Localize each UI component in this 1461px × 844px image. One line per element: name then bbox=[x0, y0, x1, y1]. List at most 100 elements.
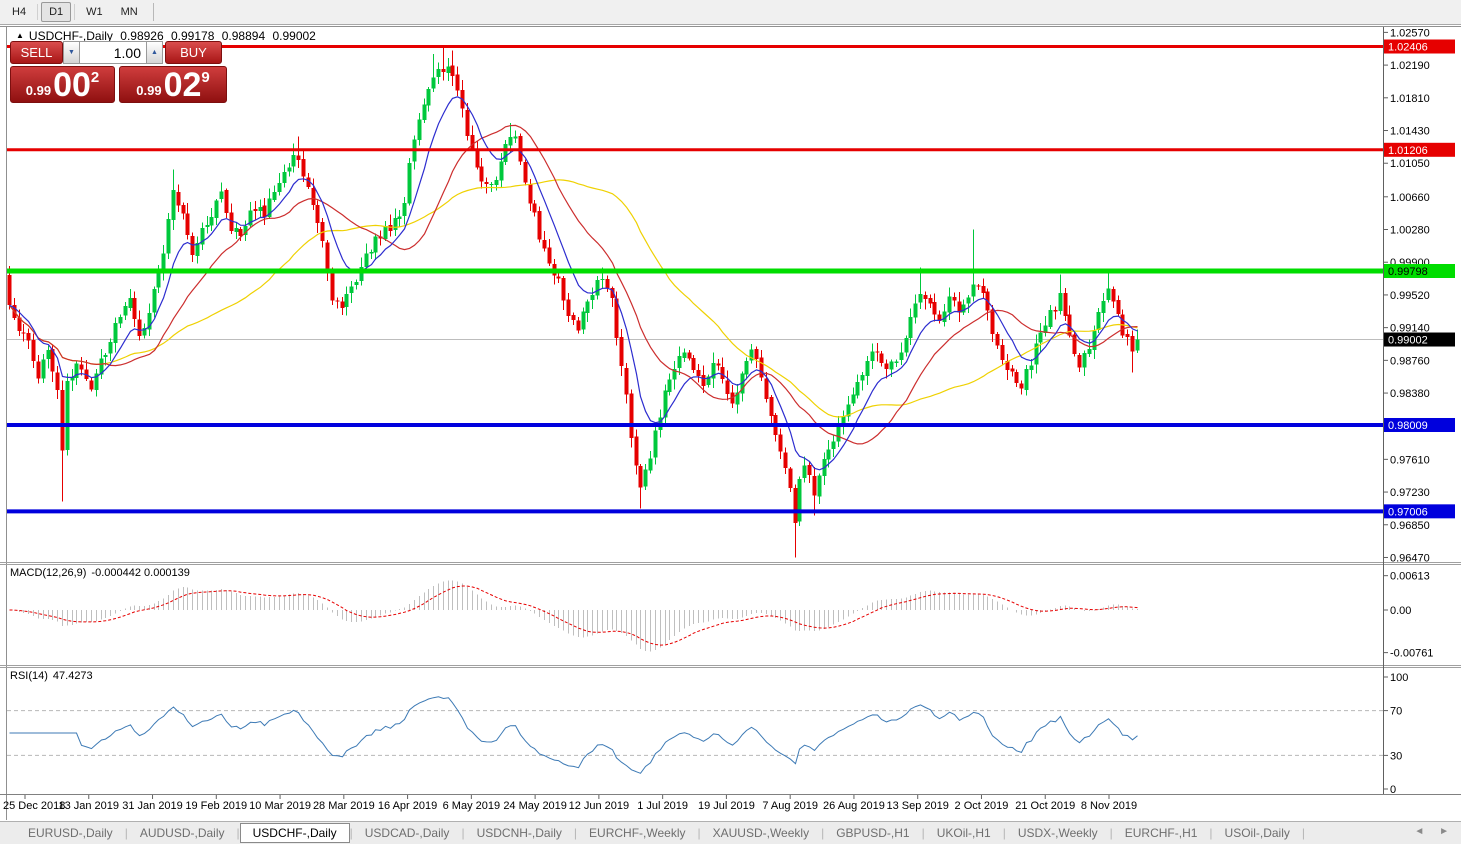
candle-body bbox=[682, 352, 687, 358]
ma-line-ema9 bbox=[9, 96, 1138, 471]
candle-body bbox=[846, 404, 851, 417]
candle-body bbox=[932, 302, 937, 315]
candle-body bbox=[1005, 360, 1010, 370]
chart-tab-eurusd-daily[interactable]: EURUSD-,Daily bbox=[28, 826, 113, 840]
volume-input[interactable] bbox=[80, 41, 146, 64]
y-tick-label: 0.96470 bbox=[1390, 552, 1430, 564]
tab-separator: | bbox=[1109, 826, 1113, 840]
candle-body bbox=[359, 266, 364, 282]
candle-body bbox=[1101, 301, 1106, 314]
candle-body bbox=[595, 280, 600, 296]
candle-body bbox=[1130, 335, 1135, 352]
candle-body bbox=[176, 191, 181, 206]
macd-values: -0.000442 0.000139 bbox=[91, 567, 190, 579]
candle-body bbox=[653, 430, 658, 458]
candle-body bbox=[865, 361, 870, 377]
candle-body bbox=[113, 322, 118, 344]
candle-body bbox=[499, 161, 504, 181]
candle-body bbox=[301, 159, 306, 177]
candle-body bbox=[1111, 288, 1116, 302]
chart-tab-gbpusd-h1[interactable]: GBPUSD-,H1 bbox=[836, 826, 910, 840]
buy-price[interactable]: 0.99 02 9 bbox=[119, 66, 227, 104]
volume-decrease-button[interactable]: ▼ bbox=[63, 41, 80, 64]
chart-tabs-bar: EURUSD-,Daily | AUDUSD-,Daily | USDCHF-,Dail… bbox=[0, 821, 1461, 844]
candle-body bbox=[976, 285, 981, 287]
buy-price-big: 02 bbox=[163, 66, 202, 104]
candle-body bbox=[36, 361, 41, 379]
tabs-scroll-left-icon[interactable]: ◄ bbox=[1414, 826, 1425, 837]
candle-body bbox=[725, 380, 730, 394]
candle-body bbox=[489, 184, 494, 186]
buy-button[interactable]: BUY bbox=[165, 41, 222, 64]
candle-body bbox=[614, 298, 619, 338]
timeframe-button-d1[interactable]: D1 bbox=[41, 2, 72, 22]
candle-body bbox=[1125, 334, 1130, 337]
candle-body bbox=[234, 227, 239, 233]
ohlc-close: 0.99002 bbox=[272, 29, 316, 43]
chart-tab-ukoil-h1[interactable]: UKOil-,H1 bbox=[936, 826, 991, 840]
candle-body bbox=[701, 375, 706, 387]
candle-body bbox=[981, 285, 986, 293]
candle-body bbox=[407, 162, 412, 204]
candle-body bbox=[928, 298, 933, 304]
candle-body bbox=[354, 281, 359, 286]
candle-body bbox=[123, 306, 128, 316]
rsi-line bbox=[9, 696, 1138, 774]
candle-body bbox=[475, 149, 480, 168]
candle-body bbox=[716, 363, 721, 366]
candle-body bbox=[21, 332, 26, 334]
tabs-scroll-right-icon[interactable]: ► bbox=[1439, 826, 1449, 837]
sell-button[interactable]: SELL bbox=[10, 41, 63, 64]
x-tick-label: 21 Oct 2019 bbox=[1015, 800, 1075, 812]
chart-tab-eurchf-weekly[interactable]: EURCHF-,Weekly bbox=[589, 826, 686, 840]
y-tick-label: 0.99520 bbox=[1390, 290, 1430, 302]
candle-body bbox=[1067, 314, 1072, 336]
x-tick-label: 8 Nov 2019 bbox=[1081, 800, 1137, 812]
y-tick-label: 0.97230 bbox=[1390, 487, 1430, 499]
candle-body bbox=[446, 66, 451, 74]
candle-body bbox=[720, 366, 725, 379]
candle-body bbox=[532, 203, 537, 213]
chart-tab-eurchf-h1[interactable]: EURCHF-,H1 bbox=[1124, 826, 1198, 840]
candle-body bbox=[576, 320, 581, 331]
candle-body bbox=[320, 222, 325, 241]
timeframe-button-h4[interactable]: H4 bbox=[12, 6, 27, 18]
timeframe-button-mn[interactable]: MN bbox=[120, 6, 138, 18]
chart-tab-usdcnh-daily[interactable]: USDCNH-,Daily bbox=[476, 826, 562, 840]
price-axis: 1.02570 1.02190 1.01810 1.01430 1.01050 1.006… bbox=[1383, 27, 1455, 564]
x-tick-label: 7 Aug 2019 bbox=[762, 800, 818, 812]
candle-body bbox=[41, 359, 46, 379]
candle-body bbox=[1043, 325, 1048, 333]
candle-body bbox=[523, 162, 528, 183]
candle-body bbox=[904, 338, 909, 353]
candle-body bbox=[426, 89, 431, 106]
candle-body bbox=[961, 304, 966, 313]
candle-body bbox=[369, 252, 374, 254]
sell-price[interactable]: 0.99 00 2 bbox=[10, 66, 115, 104]
candle-body bbox=[455, 74, 460, 91]
tab-separator: | bbox=[1002, 826, 1006, 840]
candle-body bbox=[1048, 309, 1053, 327]
candle-body bbox=[79, 364, 84, 370]
candle-body bbox=[884, 363, 889, 369]
candle-body bbox=[1096, 312, 1101, 330]
tab-separator: | bbox=[124, 826, 128, 840]
chart-tab-xauusd-weekly[interactable]: XAUUSD-,Weekly bbox=[712, 826, 810, 840]
candle-body bbox=[364, 253, 369, 268]
candle-body bbox=[1010, 368, 1015, 372]
x-tick-label: 19 Feb 2019 bbox=[185, 800, 247, 812]
macd-tick-label: 0.00613 bbox=[1390, 571, 1430, 583]
candle-body bbox=[200, 228, 205, 245]
candle-body bbox=[470, 134, 475, 149]
candle-body bbox=[291, 155, 296, 167]
candle-body bbox=[581, 311, 586, 330]
chart-tab-usdchf-daily[interactable]: USDCHF-,Daily bbox=[239, 823, 350, 843]
candle-body bbox=[209, 217, 214, 226]
volume-increase-button[interactable]: ▲ bbox=[146, 41, 163, 64]
chart-tab-usdcad-daily[interactable]: USDCAD-,Daily bbox=[364, 826, 450, 840]
chart-tab-audusd-daily[interactable]: AUDUSD-,Daily bbox=[139, 826, 225, 840]
chart-tab-usdx-weekly[interactable]: USDX-,Weekly bbox=[1017, 826, 1098, 840]
timeframe-button-w1[interactable]: W1 bbox=[86, 6, 103, 18]
chart-tab-usoil-daily[interactable]: USOil-,Daily bbox=[1224, 826, 1290, 840]
